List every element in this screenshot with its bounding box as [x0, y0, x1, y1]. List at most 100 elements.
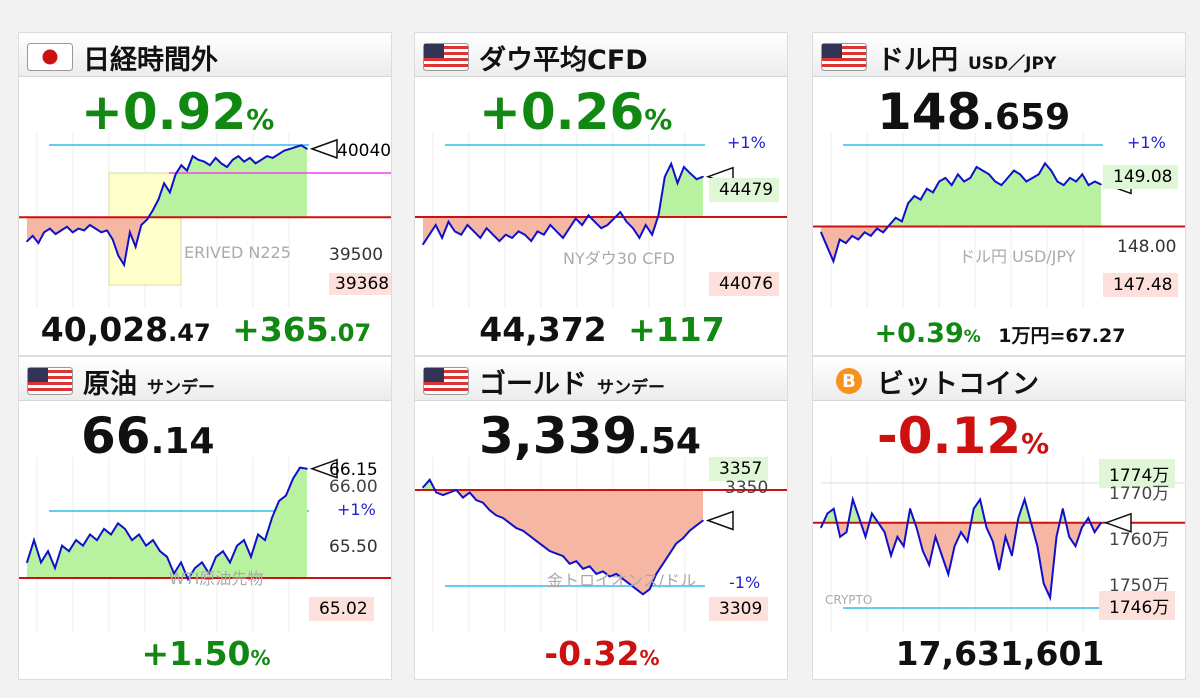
data-point [622, 578, 624, 580]
data-point [635, 588, 638, 590]
data-point [236, 544, 238, 547]
data-point [896, 536, 899, 538]
card-usdjpy[interactable]: ドル円 USD／JPY 148.659 +1% 149.08 148.00 147… [812, 32, 1186, 356]
area-up [27, 467, 307, 578]
data-point [508, 522, 511, 524]
data-point [826, 245, 829, 248]
data-point [466, 224, 469, 226]
data-point [651, 233, 653, 236]
data-point [300, 144, 303, 147]
data-point [972, 507, 975, 510]
card-dow[interactable]: ダウ平均CFD +0.26% +1% 44479 44076 NYダウ30 CF… [414, 32, 788, 356]
data-point [82, 544, 84, 547]
data-point [61, 544, 63, 547]
data-point [877, 522, 880, 524]
data-point [1056, 180, 1059, 183]
data-point [838, 238, 841, 241]
data-point [528, 534, 531, 537]
data-point [260, 158, 263, 161]
data-point [919, 198, 922, 201]
data-point [475, 499, 478, 501]
data-point [306, 467, 308, 470]
data-point [187, 578, 189, 580]
data-point [222, 550, 224, 553]
data-point [174, 173, 177, 176]
area-up [423, 163, 703, 217]
data-point [111, 238, 114, 241]
data-point [454, 230, 456, 233]
data-point [1062, 184, 1065, 186]
data-point [702, 519, 704, 522]
price-footer: 17,631,601 [895, 634, 1105, 673]
data-point [963, 180, 965, 183]
data-point [668, 552, 671, 555]
data-point [448, 491, 451, 494]
data-point [625, 220, 628, 223]
card-gold[interactable]: ゴールド サンデー 3,339.54 3357 3350 -1% 3309 金トロ… [414, 356, 788, 680]
label-low: 39368 [329, 273, 391, 295]
card-header: 日経時間外 [19, 33, 391, 77]
data-point [1011, 554, 1013, 557]
data-point [428, 233, 431, 236]
data-point [220, 162, 223, 165]
data-point [1013, 169, 1015, 172]
data-point [488, 509, 491, 512]
label-top: 1774万 [1099, 459, 1176, 488]
data-point [498, 240, 501, 242]
data-point [901, 220, 903, 223]
card-nikkei[interactable]: 日経時間外 +0.92% 40040 39500 39368 ERIVED N2… [18, 32, 392, 356]
data-point [89, 224, 91, 226]
data-point [40, 561, 42, 564]
data-point [820, 526, 822, 529]
change-footer: +1.50% [141, 634, 271, 673]
chart-bitcoin [813, 457, 1185, 632]
data-point [655, 573, 658, 575]
data-point [953, 545, 956, 547]
data-point [123, 264, 125, 266]
data-point [306, 148, 308, 150]
data-point [145, 544, 147, 547]
data-point [975, 166, 978, 168]
price-footer: +0.39% 1万円=67.27 [874, 318, 1126, 349]
data-point [110, 533, 112, 536]
chart-dow [415, 133, 787, 308]
data-point [522, 529, 524, 532]
data-point [271, 157, 274, 159]
data-point [517, 230, 520, 233]
chart-usdjpy [813, 133, 1185, 308]
data-point [909, 507, 911, 510]
data-point [628, 583, 631, 585]
data-point [555, 230, 558, 233]
data-point [581, 224, 583, 226]
data-point [985, 526, 988, 529]
data-point [851, 235, 853, 237]
data-point [237, 155, 240, 157]
data-point [1081, 173, 1084, 176]
data-point [47, 550, 49, 553]
data-point [146, 218, 148, 221]
data-point [422, 243, 424, 246]
data-point [1075, 180, 1077, 183]
card-bitcoin[interactable]: B ビットコイン -0.12% 1774万 1770万 1760万 1750万 … [812, 356, 1186, 680]
data-point [173, 572, 175, 575]
data-point [925, 187, 928, 190]
price-footer: 40,028.47 +365.07 [40, 310, 372, 349]
data-point [832, 507, 835, 510]
data-point [852, 498, 854, 501]
data-point [615, 573, 618, 575]
data-point [562, 555, 564, 557]
data-point [299, 466, 301, 469]
data-point [950, 184, 953, 186]
label-low: 44076 [709, 272, 780, 296]
data-point [695, 524, 698, 527]
data-point [988, 173, 990, 176]
data-point [209, 164, 211, 166]
data-point [1093, 180, 1096, 183]
data-point [131, 539, 133, 541]
data-point [468, 491, 471, 494]
card-header: ダウ平均CFD [415, 33, 787, 77]
data-point [994, 180, 997, 183]
area-up [821, 499, 1101, 523]
data-point [163, 182, 165, 185]
card-oil[interactable]: 原油 サンデー 66.14 66.15 66.00 +1% 65.50 65.02… [18, 356, 392, 680]
